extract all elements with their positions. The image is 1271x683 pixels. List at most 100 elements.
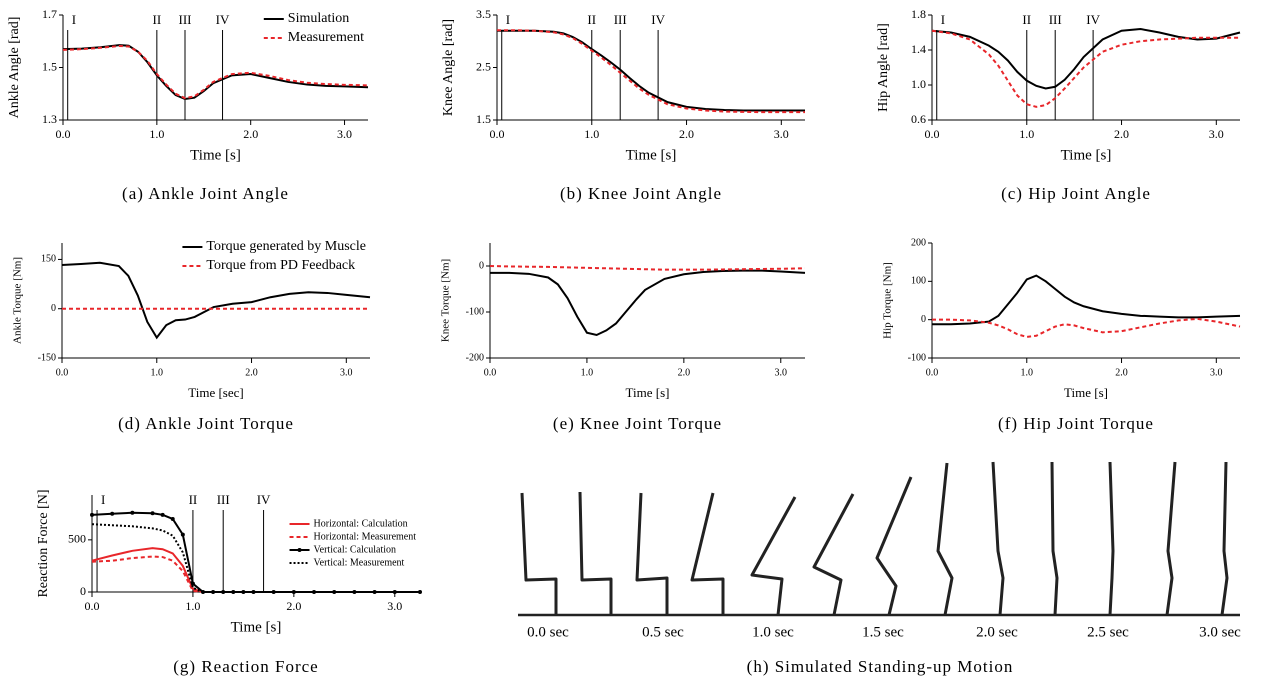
x-tick-label: 0.0 bbox=[925, 127, 940, 141]
x-tick-label: 2.0 bbox=[1114, 127, 1129, 141]
legend: Torque generated by Muscle Torque from PD… bbox=[182, 239, 366, 273]
caption: (a) Ankle Joint Angle bbox=[122, 184, 289, 203]
series-line bbox=[932, 317, 1241, 338]
x-tick-label: 2.0 bbox=[678, 367, 691, 378]
x-tick-label: 2.0 bbox=[1115, 367, 1128, 378]
series-line bbox=[91, 511, 420, 593]
legend-label: Torque generated by Muscle bbox=[206, 239, 366, 254]
legend-label: Simulation bbox=[288, 11, 349, 26]
series-line bbox=[91, 523, 420, 593]
series-line bbox=[490, 269, 806, 337]
time-label: 0.5 sec bbox=[642, 624, 684, 640]
y-tick-label: 0 bbox=[479, 260, 484, 271]
legend-label: Horizontal: Calculation bbox=[314, 518, 408, 529]
x-tick-label: 1.0 bbox=[584, 127, 599, 141]
time-label: 1.5 sec bbox=[862, 624, 904, 640]
series-line bbox=[931, 27, 1241, 90]
x-tick-label: 1.0 bbox=[581, 367, 594, 378]
phase-label: III bbox=[179, 12, 192, 27]
chart-panel: 0 500 0.0 1.0 2.0 3.0 Time [s] Reaction Force [… bbox=[36, 489, 422, 676]
y-tick-label: -100 bbox=[466, 306, 484, 317]
x-tick-label: 3.0 bbox=[1210, 367, 1223, 378]
series-line bbox=[931, 29, 1240, 108]
time-label: 3.0 sec bbox=[1199, 624, 1241, 640]
y-tick-label: 2.5 bbox=[476, 59, 491, 73]
stick-figure bbox=[991, 461, 1005, 616]
y-tick-label: 1.3 bbox=[42, 112, 57, 126]
motion-panel: (h) Simulated Standing-up Motion bbox=[518, 461, 1240, 676]
legend: Horizontal: Calculation Horizontal: Measu… bbox=[289, 518, 416, 568]
caption: (f) Hip Joint Torque bbox=[998, 414, 1154, 433]
time-label: 2.5 sec bbox=[1087, 624, 1129, 640]
y-axis-label: Hip Angle [rad] bbox=[876, 23, 891, 112]
stick-figure bbox=[690, 492, 725, 615]
y-tick-label: -200 bbox=[466, 352, 484, 363]
series-line bbox=[62, 44, 369, 101]
caption: (d) Ankle Joint Torque bbox=[118, 414, 294, 433]
x-tick-label: 2.0 bbox=[245, 367, 258, 378]
y-tick-label: 150 bbox=[41, 254, 56, 265]
stick-figure bbox=[520, 492, 558, 615]
phase-label: I bbox=[506, 12, 510, 27]
y-tick-label: 1.0 bbox=[911, 77, 926, 91]
legend-label: Measurement bbox=[288, 30, 364, 45]
x-axis-label: Time [s] bbox=[190, 147, 241, 163]
legend: Simulation Measurement bbox=[263, 11, 364, 45]
caption: (b) Knee Joint Angle bbox=[560, 184, 722, 203]
point bbox=[170, 516, 175, 521]
series-line bbox=[932, 274, 1241, 326]
y-tick-label: 3.5 bbox=[476, 7, 491, 21]
y-axis-label: Reaction Force [N] bbox=[36, 489, 51, 597]
point bbox=[130, 510, 135, 515]
y-axis-label: Ankle Torque [Nm] bbox=[12, 257, 24, 344]
caption: (c) Hip Joint Angle bbox=[1001, 184, 1151, 203]
x-axis-label: Time [s] bbox=[231, 619, 282, 635]
stick-figure bbox=[812, 493, 855, 616]
series-line bbox=[497, 29, 805, 114]
x-axis-label: Time [s] bbox=[1061, 147, 1112, 163]
phase-label: II bbox=[189, 492, 198, 507]
x-tick-label: 3.0 bbox=[1209, 127, 1224, 141]
x-axis-label: Time [s] bbox=[626, 147, 677, 163]
time-label: 2.0 sec bbox=[976, 624, 1018, 640]
phase-label: II bbox=[1022, 12, 1031, 27]
stick-figure bbox=[635, 492, 669, 615]
legend-marker bbox=[297, 548, 302, 552]
phase-label: IV bbox=[651, 12, 665, 27]
x-tick-label: 1.0 bbox=[151, 367, 164, 378]
caption: (h) Simulated Standing-up Motion bbox=[747, 657, 1014, 676]
y-tick-label: 1.4 bbox=[911, 42, 926, 56]
stick-figure bbox=[1108, 461, 1115, 616]
phase-label: III bbox=[1049, 12, 1062, 27]
y-tick-label: -100 bbox=[908, 352, 926, 363]
time-label: 1.0 sec bbox=[752, 624, 794, 640]
x-tick-label: 2.0 bbox=[286, 599, 301, 613]
legend-label: Vertical: Measurement bbox=[314, 557, 405, 568]
x-tick-label: 0.0 bbox=[490, 127, 505, 141]
chart-panel: 1.3 1.5 1.7 0.0 1.0 2.0 3.0 Time [s] Ankle Angle… bbox=[7, 7, 369, 203]
series-line bbox=[497, 29, 805, 112]
phase-label: IV bbox=[1086, 12, 1100, 27]
legend-label: Vertical: Calculation bbox=[314, 544, 396, 555]
phase-label: IV bbox=[257, 492, 271, 507]
phase-label: IV bbox=[216, 12, 230, 27]
y-tick-label: 1.7 bbox=[42, 7, 57, 21]
point bbox=[90, 512, 94, 517]
y-tick-label: 0 bbox=[80, 584, 86, 598]
x-tick-label: 1.0 bbox=[1021, 367, 1034, 378]
x-axis-label: Time [sec] bbox=[188, 385, 244, 400]
x-tick-label: 3.0 bbox=[340, 367, 353, 378]
phase-label: I bbox=[101, 492, 105, 507]
x-tick-label: 1.0 bbox=[185, 599, 200, 613]
x-tick-label: 0.0 bbox=[484, 367, 497, 378]
chart-panel: 0.6 1.0 1.4 1.8 0.0 1.0 2.0 3.0 Time [s] Hip Angl… bbox=[876, 7, 1241, 203]
x-tick-label: 0.0 bbox=[926, 367, 939, 378]
phase-label: I bbox=[941, 12, 945, 27]
x-tick-label: 1.0 bbox=[149, 127, 164, 141]
chart-panel: -150 0 150 0.0 1.0 2.0 3.0 Time [sec] Ankle Torq… bbox=[12, 239, 371, 433]
stick-figure bbox=[750, 496, 797, 616]
y-axis-label: Ankle Angle [rad] bbox=[7, 17, 22, 119]
point bbox=[180, 532, 185, 537]
y-tick-label: 0 bbox=[51, 303, 56, 314]
